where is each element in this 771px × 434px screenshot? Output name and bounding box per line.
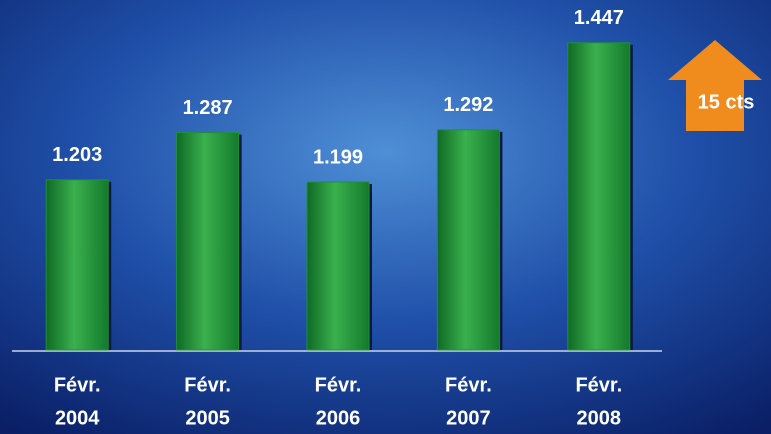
value-label: 1.447 [574, 7, 624, 29]
bar [46, 180, 108, 350]
x-tick-label: 2007 [446, 407, 491, 429]
value-label: 1.203 [52, 144, 102, 166]
bar [568, 43, 630, 350]
x-tick-label: Févr. [445, 374, 492, 396]
x-tick-label: 2008 [577, 407, 622, 429]
bar [307, 182, 369, 350]
background [0, 0, 771, 434]
annotation-label: 15 cts [698, 91, 755, 113]
x-tick-label: Févr. [184, 374, 231, 396]
value-label: 1.287 [183, 97, 233, 119]
x-tick-label: 2006 [316, 407, 361, 429]
x-tick-label: Févr. [315, 374, 362, 396]
value-label: 1.292 [443, 94, 493, 116]
x-tick-label: Févr. [54, 374, 101, 396]
chart: Févr. 2004 1.203 Févr. 2005 1.287 Févr. 2006 1.1… [0, 0, 771, 434]
bar [437, 130, 499, 350]
value-label: 1.199 [313, 146, 363, 168]
x-tick-label: 2005 [185, 407, 230, 429]
x-tick-label: Févr. [575, 374, 622, 396]
x-tick-label: 2004 [55, 407, 100, 429]
bar [177, 133, 239, 350]
